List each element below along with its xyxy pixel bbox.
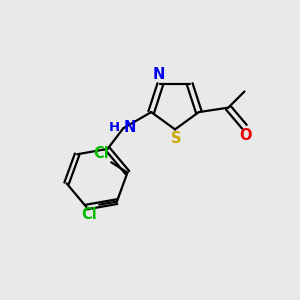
Text: N: N: [153, 67, 165, 82]
Text: Cl: Cl: [93, 146, 109, 161]
Text: Cl: Cl: [81, 207, 97, 222]
Text: S: S: [171, 131, 182, 146]
Text: N: N: [123, 120, 136, 135]
Text: H: H: [109, 121, 120, 134]
Text: O: O: [239, 128, 251, 143]
